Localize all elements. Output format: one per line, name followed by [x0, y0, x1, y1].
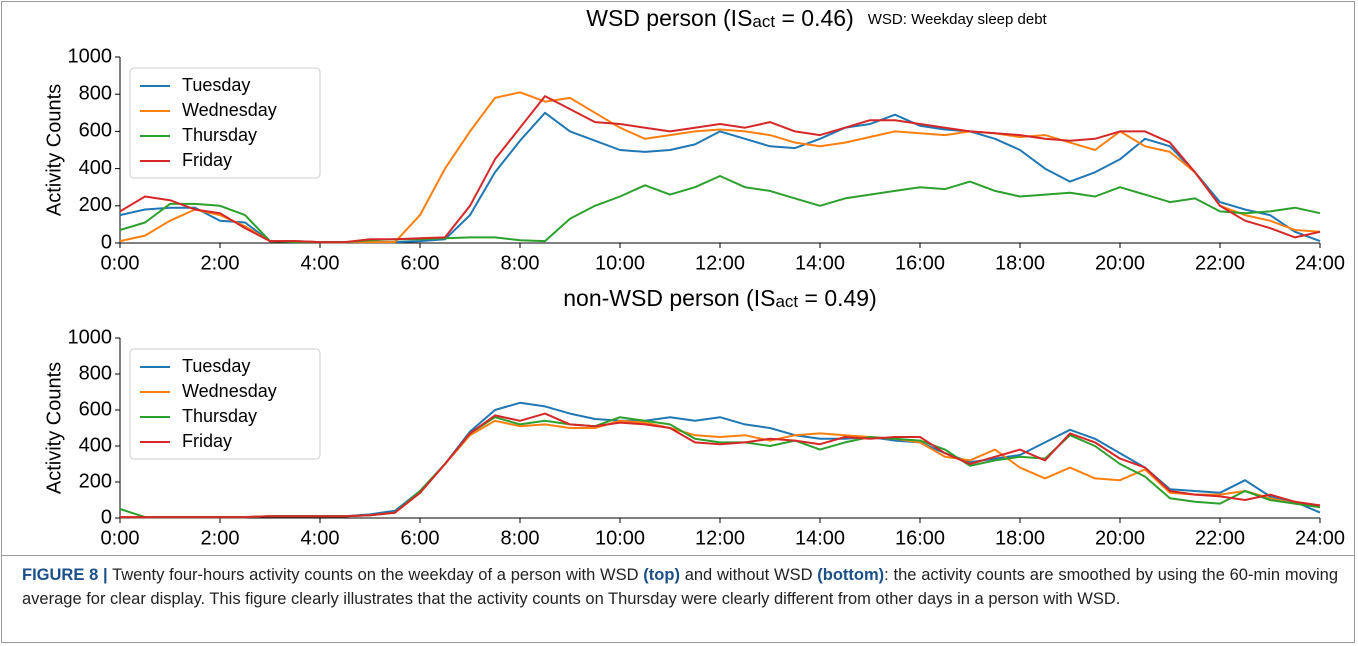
y-tick-label: 1000 [68, 326, 113, 348]
series-line [119, 95, 1321, 244]
y-tick-label: 1000 [68, 45, 113, 67]
x-tick-label: 0:00 [101, 252, 140, 274]
x-tick-label: 20:00 [1095, 527, 1145, 549]
title-part: non-WSD person (IS [563, 285, 775, 311]
x-tick-label: 8:00 [501, 252, 540, 274]
x-tick-label: 4:00 [301, 527, 340, 549]
legend-label: Friday [182, 431, 232, 451]
legend-box [129, 67, 321, 179]
legend-label: Wednesday [182, 100, 277, 120]
y-tick-label: 400 [79, 434, 112, 456]
y-axis-label: Activity Counts [43, 362, 65, 494]
caption-text: (bottom) [817, 566, 885, 584]
x-tick-label: 22:00 [1195, 252, 1245, 274]
y-tick-label: 0 [101, 506, 112, 528]
title-part: WSD person (IS [586, 5, 752, 31]
caption-text: Twenty four-hours activity counts on the… [107, 566, 644, 584]
y-tick-label: 0 [101, 231, 112, 253]
caption-text: : the activity counts are smoothed by us… [22, 566, 1339, 608]
x-tick-label: 2:00 [201, 252, 240, 274]
legend-label: Thursday [182, 125, 257, 145]
caption-text: (top) [643, 566, 680, 584]
x-tick-label: 2:00 [201, 527, 240, 549]
annotation: WSD: Weekday sleep debt [868, 11, 1048, 28]
x-tick-label: 10:00 [595, 252, 645, 274]
figure: WSD person (ISact = 0.46) WSD: Weekday sl… [43, 5, 1345, 549]
y-tick-label: 800 [79, 82, 112, 104]
title-part: act [775, 292, 798, 311]
legend-label: Tuesday [182, 75, 250, 95]
x-tick-label: 22:00 [1195, 527, 1245, 549]
y-tick-label: 600 [79, 398, 112, 420]
x-tick-label: 12:00 [695, 252, 745, 274]
legend-box [129, 348, 321, 460]
series-line [119, 175, 1321, 244]
x-tick-label: 24:00 [1295, 252, 1345, 274]
x-tick-label: 14:00 [795, 527, 845, 549]
y-tick-label: 200 [79, 194, 112, 216]
x-tick-label: 4:00 [301, 252, 340, 274]
x-tick-label: 10:00 [595, 527, 645, 549]
x-tick-label: 20:00 [1095, 252, 1145, 274]
x-tick-label: 18:00 [995, 527, 1045, 549]
y-tick-label: 400 [79, 157, 112, 179]
x-tick-label: 24:00 [1295, 527, 1345, 549]
legend-label: Thursday [182, 406, 257, 426]
chart-title: WSD person (ISact = 0.46) [586, 5, 853, 31]
title-part: = 0.46) [775, 5, 854, 31]
title-part: act [752, 12, 775, 31]
x-tick-label: 14:00 [795, 252, 845, 274]
x-tick-label: 8:00 [501, 527, 540, 549]
y-tick-label: 600 [79, 120, 112, 142]
legend-label: Tuesday [182, 356, 250, 376]
separator [1, 555, 1355, 556]
x-tick-label: 6:00 [401, 252, 440, 274]
x-tick-label: 6:00 [401, 527, 440, 549]
x-tick-label: 16:00 [895, 252, 945, 274]
legend-label: Wednesday [182, 381, 277, 401]
y-tick-label: 800 [79, 362, 112, 384]
legend-label: Friday [182, 150, 232, 170]
x-tick-label: 16:00 [895, 527, 945, 549]
x-tick-label: 18:00 [995, 252, 1045, 274]
x-tick-label: 0:00 [101, 527, 140, 549]
caption-text: FIGURE 8 | [22, 566, 108, 584]
chart-title: non-WSD person (ISact = 0.49) [563, 285, 877, 311]
y-axis-label: Activity Counts [43, 84, 65, 216]
y-tick-label: 200 [79, 470, 112, 492]
caption: FIGURE 8 | Twenty four-hours activity co… [22, 563, 1338, 611]
x-tick-label: 12:00 [695, 527, 745, 549]
caption-text: and without WSD [679, 566, 818, 584]
title-part: = 0.49) [798, 285, 877, 311]
series-line [120, 412, 1321, 519]
